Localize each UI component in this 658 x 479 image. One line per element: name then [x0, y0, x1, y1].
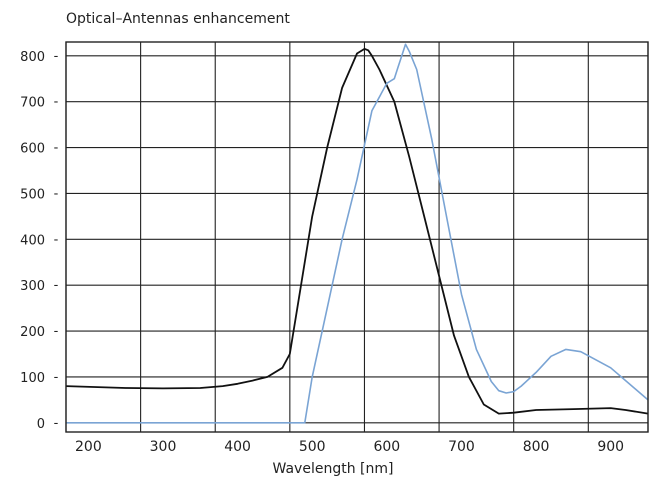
- y-tick-label: 500: [20, 187, 45, 202]
- y-tick-mark: -: [54, 324, 59, 339]
- x-tick-label: 200: [75, 439, 102, 455]
- y-tick-label: 800: [20, 50, 45, 65]
- y-tick-mark: -: [54, 370, 59, 385]
- x-tick-label: 400: [224, 439, 251, 455]
- y-tick-mark: -: [54, 416, 59, 431]
- x-tick-label: 500: [299, 439, 326, 455]
- series-line-1: [65, 48, 649, 415]
- x-tick-label: 800: [523, 439, 550, 455]
- x-tick-label: 700: [448, 439, 475, 455]
- y-tick-label: 100: [20, 371, 45, 386]
- y-tick-mark: -: [54, 278, 59, 293]
- x-tick-label: 300: [150, 439, 177, 455]
- series-line-2: [66, 43, 649, 424]
- y-tick-label: 600: [20, 142, 45, 157]
- y-tick-mark: -: [54, 49, 59, 64]
- y-tick-label: 200: [20, 325, 45, 340]
- series-layer: [65, 43, 649, 424]
- plot-frame: [65, 41, 649, 433]
- x-tick-label: 900: [597, 439, 624, 455]
- chart-title: Optical–Antennas enhancement: [66, 11, 290, 27]
- y-tick-mark: -: [54, 95, 59, 110]
- y-tick-mark: -: [54, 141, 59, 156]
- y-tick-mark: -: [54, 232, 59, 247]
- y-tick-label: 700: [20, 96, 45, 111]
- x-axis-ticks: 200 300 400 500 600 700 800 900: [75, 439, 624, 455]
- grid: [65, 42, 649, 432]
- y-tick-label: 0: [37, 417, 45, 432]
- y-tick-mark: -: [54, 186, 59, 201]
- y-tick-label: 300: [20, 279, 45, 294]
- x-tick-label: 600: [373, 439, 400, 455]
- y-axis-ticks: 0 -100 -200 -300 -400 -500 -600 -700 -800-: [20, 49, 58, 432]
- x-axis-label: Wavelength [nm]: [273, 461, 394, 477]
- y-tick-label: 400: [20, 233, 45, 248]
